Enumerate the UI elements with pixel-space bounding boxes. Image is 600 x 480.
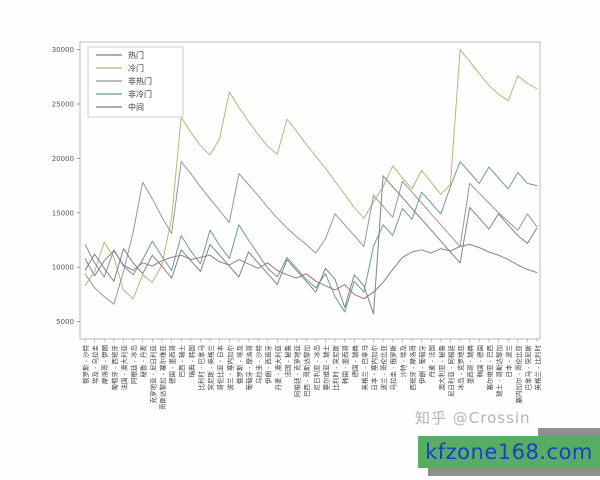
x-tick-label: 突尼斯 - 英格兰 <box>206 345 215 391</box>
x-tick-label: 葡萄牙 - 摩洛哥 <box>244 345 253 391</box>
axes-frame <box>79 41 541 340</box>
legend-box <box>87 46 184 118</box>
x-tick-label: 俄罗斯 - 埃及 <box>235 345 244 384</box>
x-tick-label: 尼日利亚 - 冰岛 <box>312 345 321 390</box>
zhihu-watermark: 知乎 @Crossin <box>415 409 531 427</box>
x-tick-label: 德国 - 瑞典 <box>350 345 359 378</box>
x-tick-label: 冰岛 - 克罗地亚 <box>456 345 465 391</box>
x-tick-label: 日本 - 波兰 <box>504 345 513 378</box>
y-tick-label: 25000 <box>52 101 74 109</box>
x-tick-label: 乌拉圭 - 沙特 <box>254 345 263 384</box>
x-tick-label: 巴拿马 - 突尼斯 <box>523 345 532 391</box>
x-tick-label: 哥斯达黎加 - 塞尔维亚 <box>158 345 167 410</box>
legend-label-中间: 中间 <box>128 102 144 112</box>
legend-label-非热门: 非热门 <box>128 76 152 86</box>
x-tick-label: 西班牙 - 摩洛哥 <box>408 345 417 391</box>
x-tick-label: 塞尔维亚 - 瑞士 <box>321 345 330 391</box>
x-tick-label: 俄罗斯 - 沙特 <box>81 345 90 384</box>
x-tick-label: 法国 - 澳大利亚 <box>119 345 128 391</box>
x-tick-label: 韩国 - 墨西哥 <box>341 345 350 384</box>
y-tick-label: 30000 <box>52 46 74 54</box>
x-tick-label: 塞尔维亚 - 巴西 <box>485 345 494 391</box>
x-tick-label: 比利时 - 突尼斯 <box>331 345 340 391</box>
x-tick-label: 伊朗 - 葡萄牙 <box>418 345 427 384</box>
x-tick-label: 阿根廷 - 冰岛 <box>129 345 138 384</box>
y-tick-label: 15000 <box>52 209 74 217</box>
line-chart: 5000 10000 15000 20000 25000 30000 俄罗斯 - 沙特 埃及 … <box>52 41 542 410</box>
x-tick-label: 法国 - 秘鲁 <box>283 345 292 377</box>
site-banner: kfzone168.com <box>418 436 600 468</box>
x-tick-label: 埃及 - 乌拉圭 <box>91 345 100 384</box>
x-tick-label: 瑞士 - 哥斯达黎加 <box>495 345 504 397</box>
x-tick-label: 巴西 - 哥斯达黎加 <box>302 345 311 397</box>
x-tick-label: 日本 - 塞内加尔 <box>370 345 379 391</box>
y-tick-label: 10000 <box>52 264 74 272</box>
x-tick-label: 克罗地亚 - 尼日利亚 <box>148 345 157 404</box>
x-tick-label: 伊朗 - 西班牙 <box>264 345 273 384</box>
x-tick-label: 摩洛哥 - 伊朗 <box>100 345 109 384</box>
x-tick-label: 波兰 - 哥伦比亚 <box>379 345 388 391</box>
x-tick-label: 秘鲁 - 丹麦 <box>139 345 148 378</box>
series-line-热门 <box>84 243 538 300</box>
series-line-冷门 <box>84 49 538 300</box>
series-line-中间 <box>84 175 538 315</box>
x-tick-label: 葡萄牙 - 西班牙 <box>110 345 119 391</box>
series-line-非热门 <box>84 161 538 305</box>
x-tick-label: 丹麦 - 澳大利亚 <box>273 345 282 391</box>
x-tick-label: 澳大利亚 - 秘鲁 <box>437 345 446 390</box>
x-tick-label: 乌拉圭 - 俄罗斯 <box>389 345 398 391</box>
legend-label-热门: 热门 <box>128 50 144 60</box>
x-tick-label: 韩国 - 德国 <box>475 345 484 377</box>
x-tick-label: 塞内加尔 - 哥伦比亚 <box>514 345 523 404</box>
y-tick-label: 5000 <box>56 318 74 326</box>
x-tick-label: 德国 - 墨西哥 <box>168 345 177 384</box>
series-line-非冷门 <box>84 161 538 313</box>
x-tick-label: 尼日利亚 - 阿根廷 <box>446 345 455 397</box>
legend-label-冷门: 冷门 <box>128 63 144 73</box>
x-tick-label: 巴西 - 瑞士 <box>177 345 186 378</box>
x-tick-label: 沙特 - 埃及 <box>398 345 407 378</box>
x-tick-label: 比利时 - 巴拿马 <box>196 345 205 390</box>
site-banner-text: kfzone168.com <box>425 440 593 464</box>
x-tick-label: 丹麦 - 法国 <box>427 345 436 377</box>
x-tick-label: 墨西哥 - 瑞典 <box>466 345 475 384</box>
x-tick-label: 哥伦比亚 - 日本 <box>216 345 225 391</box>
x-tick-label: 英格兰 - 巴拿马 <box>360 345 369 390</box>
x-tick-label: 波兰 - 塞内加尔 <box>225 345 234 391</box>
banner-shadow-bottom <box>428 466 600 476</box>
x-tick-label: 瑞典 - 韩国 <box>187 345 196 377</box>
x-tick-label: 英格兰 - 比利时 <box>533 345 542 391</box>
legend-label-非冷门: 非冷门 <box>128 89 152 99</box>
y-tick-label: 20000 <box>52 155 74 163</box>
x-tick-label: 阿根廷 - 克罗地亚 <box>293 345 302 397</box>
